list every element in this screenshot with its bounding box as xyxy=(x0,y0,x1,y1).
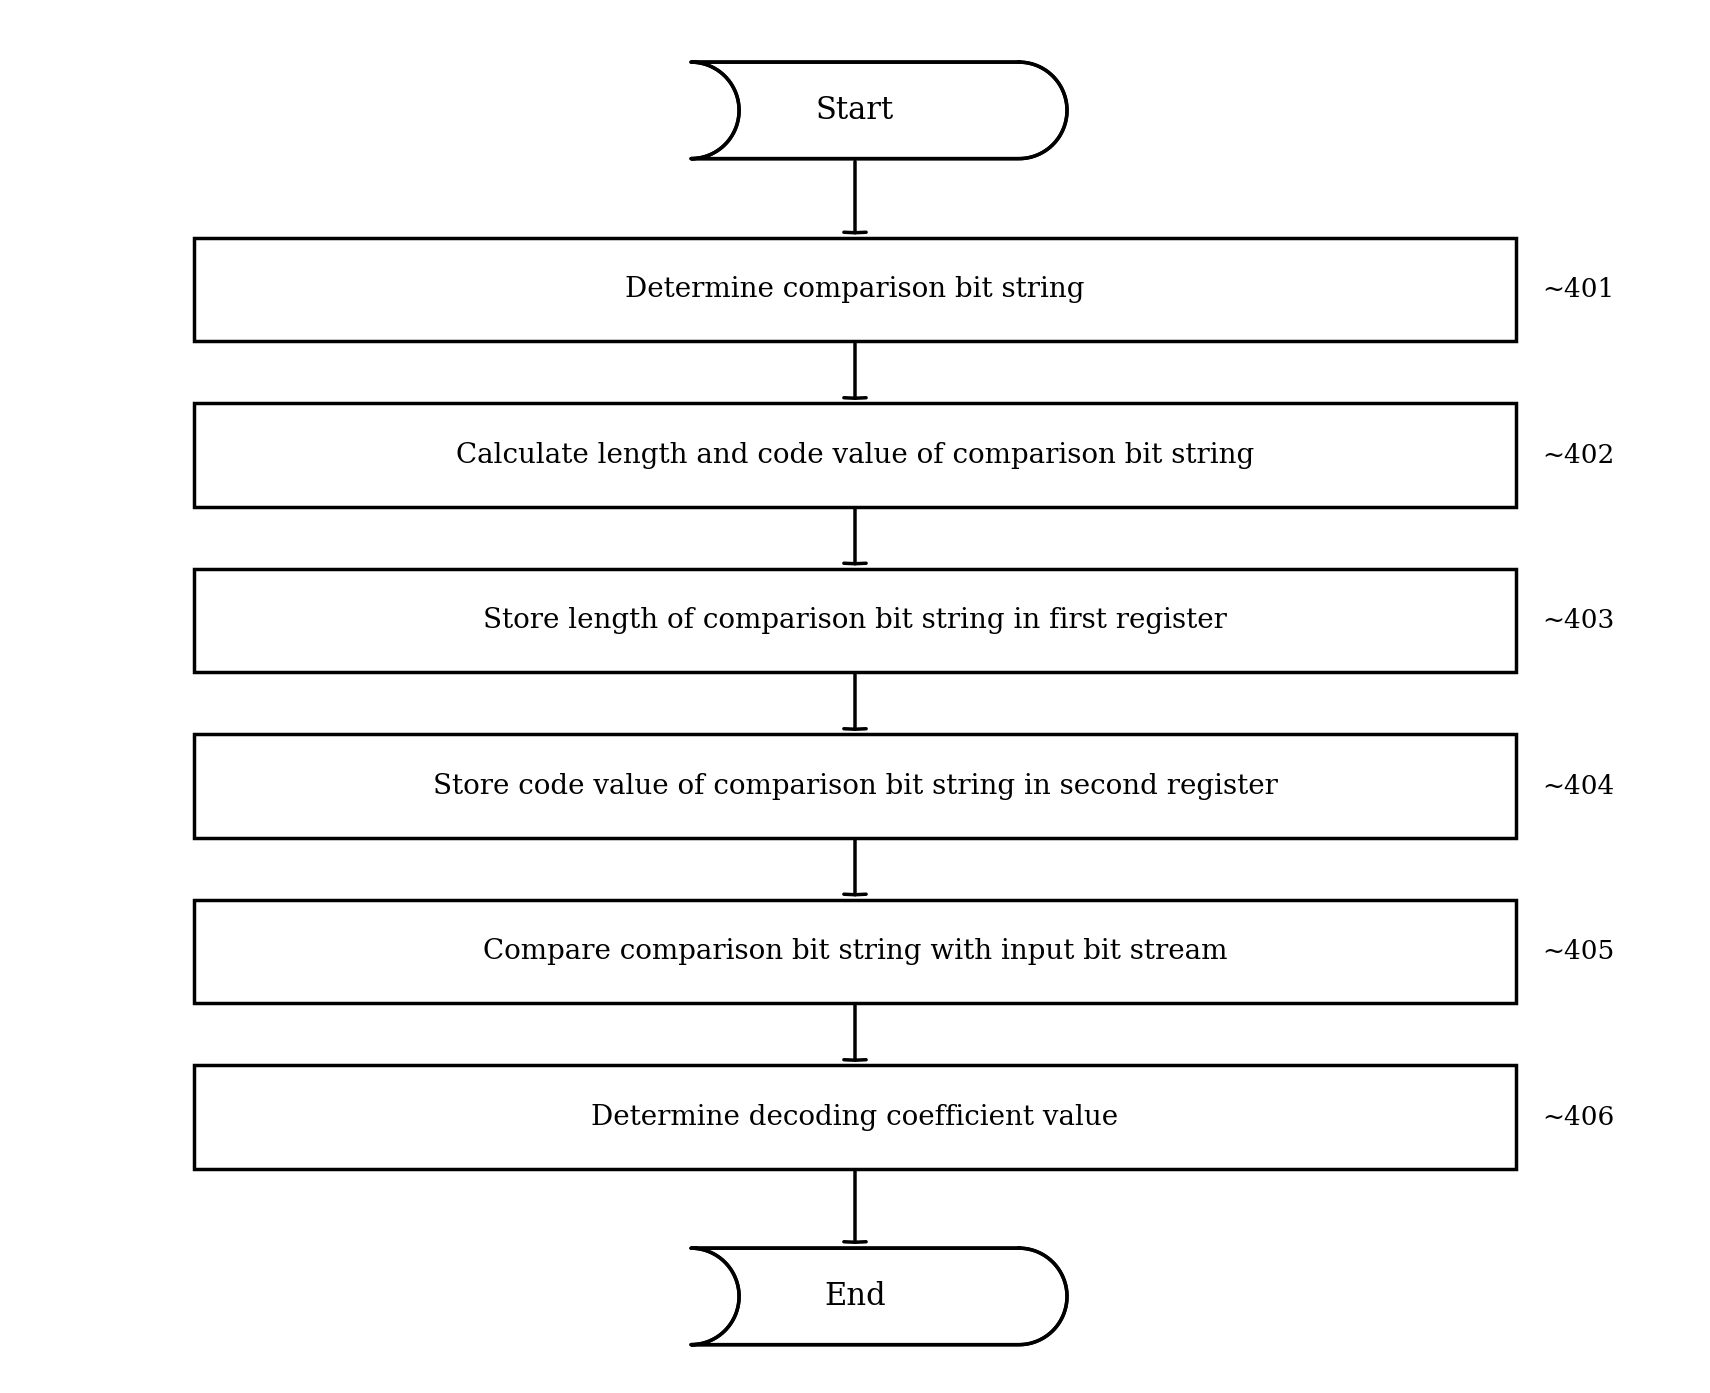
Text: Store length of comparison bit string in first register: Store length of comparison bit string in… xyxy=(482,607,1228,634)
Text: ~405: ~405 xyxy=(1542,939,1614,964)
FancyBboxPatch shape xyxy=(193,404,1517,507)
Text: Determine decoding coefficient value: Determine decoding coefficient value xyxy=(592,1103,1118,1131)
FancyBboxPatch shape xyxy=(193,1066,1517,1169)
FancyBboxPatch shape xyxy=(193,238,1517,341)
Text: Store code value of comparison bit string in second register: Store code value of comparison bit strin… xyxy=(433,773,1277,800)
FancyBboxPatch shape xyxy=(193,734,1517,837)
Polygon shape xyxy=(691,63,1067,159)
Text: Calculate length and code value of comparison bit string: Calculate length and code value of compa… xyxy=(457,442,1253,468)
Text: End: End xyxy=(824,1282,886,1312)
Text: ~406: ~406 xyxy=(1542,1105,1614,1130)
Text: ~401: ~401 xyxy=(1542,277,1614,302)
FancyBboxPatch shape xyxy=(193,568,1517,673)
Text: ~403: ~403 xyxy=(1542,609,1614,634)
FancyBboxPatch shape xyxy=(193,900,1517,1003)
Polygon shape xyxy=(691,1248,1067,1344)
Text: Start: Start xyxy=(816,95,894,125)
Text: ~402: ~402 xyxy=(1542,443,1614,468)
Text: Compare comparison bit string with input bit stream: Compare comparison bit string with input… xyxy=(482,937,1228,965)
Text: ~404: ~404 xyxy=(1542,773,1614,798)
Text: Determine comparison bit string: Determine comparison bit string xyxy=(626,276,1084,304)
